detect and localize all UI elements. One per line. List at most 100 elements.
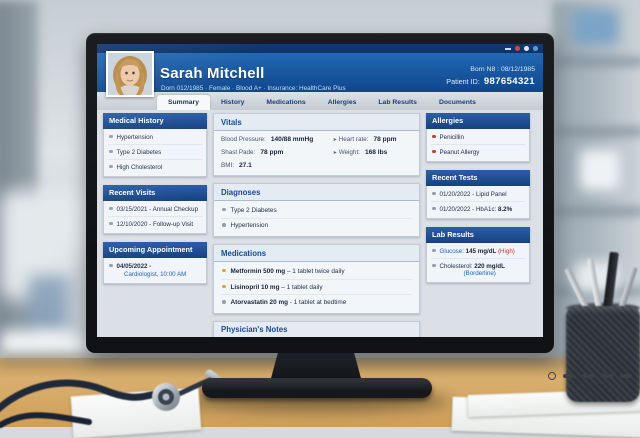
- monitor-menu-button[interactable]: [601, 374, 613, 378]
- tab-summary[interactable]: Summary: [157, 95, 210, 110]
- middle-column: Vitals Blood Pressure: 140/88 mmHg Shast …: [213, 113, 420, 337]
- vital-row: Blood Pressure: 140/88 mmHg: [221, 136, 314, 143]
- tab-history[interactable]: History: [220, 99, 245, 106]
- medical-history-title: Medical History: [103, 113, 207, 129]
- monitor-menu-button[interactable]: [620, 374, 632, 378]
- vitals-card: Vitals Blood Pressure: 140/88 mmHg Shast …: [213, 113, 420, 176]
- monitor-stand-base: [202, 378, 432, 398]
- monitor-bezel-controls: [548, 372, 632, 380]
- list-item: Type 2 Diabetes: [108, 144, 202, 159]
- diagnoses-card: Diagnoses Type 2 Diabetes Hypertension: [213, 183, 420, 238]
- bullet-icon: [432, 206, 436, 210]
- shelf-board: [556, 58, 640, 65]
- maximize-icon[interactable]: [533, 46, 538, 51]
- monitor-menu-button[interactable]: [563, 374, 575, 378]
- medication-item: Lisinopril 10 mg – 1 tablet daily: [221, 278, 412, 295]
- recent-visits-title: Recent Visits: [103, 185, 207, 201]
- test-item: 01/20/2022 - HbA1c: 8.2%: [431, 201, 525, 216]
- diagnosis-item: Type 2 Diabetes: [221, 203, 412, 218]
- shelf-board: [556, 208, 640, 215]
- vitals-title: Vitals: [214, 114, 419, 131]
- upcoming-appointment-title: Upcoming Appointment: [103, 242, 207, 258]
- bullet-icon: [222, 223, 226, 227]
- list-item: 03/15/2021 - Annual Checkup: [108, 202, 202, 216]
- bullet-icon: [109, 263, 113, 267]
- right-column: Allergies Penicillin Peanut Allergy Rece…: [426, 113, 530, 291]
- bullet-icon: [432, 248, 436, 252]
- left-column: Medical History Hypertension Type 2 Diab…: [103, 113, 207, 292]
- recent-visits-card: Recent Visits 03/15/2021 - Annual Checku…: [103, 185, 207, 234]
- restore-icon[interactable]: [524, 46, 529, 51]
- recent-tests-card: Recent Tests 01/20/2022 - Lipid Panel 01…: [426, 170, 530, 219]
- allergy-item: Penicillin: [431, 130, 525, 144]
- power-button[interactable]: [548, 372, 556, 380]
- bullet-icon: [222, 207, 226, 212]
- summary-content: Medical History Hypertension Type 2 Diab…: [97, 110, 543, 337]
- patient-header: Sarah Mitchell Dorn 012/1985 · Female · …: [97, 53, 543, 92]
- shelf-item: [580, 150, 620, 190]
- monitor-stand-neck: [270, 348, 362, 382]
- vital-row: Shast Pade: 78 ppm: [221, 149, 284, 156]
- physician-notes-title: Physician's Notes: [214, 321, 419, 337]
- diagnoses-title: Diagnoses: [214, 184, 419, 201]
- physician-notes-card: Physician's Notes Discussed diet and exe…: [213, 320, 420, 337]
- alert-bullet-icon: [432, 134, 436, 138]
- tab-medications[interactable]: Medications: [266, 99, 306, 106]
- allergies-card: Allergies Penicillin Peanut Allergy: [426, 113, 530, 162]
- bullet-icon: [109, 149, 113, 153]
- shelf-board: [556, 128, 640, 135]
- patient-details: Dorn 012/1985 · Female · Blood A+ · Insu…: [161, 85, 346, 92]
- born-line: Born N8 : 08/12/1985: [470, 66, 535, 73]
- diagnosis-item: Hypertension: [221, 217, 412, 234]
- list-item: High Cholesterol: [108, 159, 202, 174]
- mesh-pen-cup: [566, 306, 640, 402]
- medications-card: Medications Metformin 500 mg – 1 tablet …: [213, 244, 420, 314]
- medication-item: Atorvastatin 20 mg - 1 tablet at bedtime: [221, 294, 412, 310]
- upcoming-appointment-card: Upcoming Appointment 04/05/2022 - Cardio…: [103, 242, 207, 284]
- lab-result-item: Glucose: 145 mg/dL (High): [431, 244, 525, 258]
- list-item: Hypertension: [108, 130, 202, 144]
- window-controls: [505, 46, 538, 51]
- lab-results-card: Lab Results Glucose: 145 mg/dL (High) Ch…: [426, 227, 530, 283]
- medical-history-card: Medical History Hypertension Type 2 Diab…: [103, 113, 207, 177]
- alert-bullet-icon: [432, 149, 436, 153]
- allergy-item: Peanut Allergy: [431, 144, 525, 159]
- vital-row: Heart rate:78 ppm: [334, 133, 412, 146]
- bullet-icon: [109, 206, 113, 210]
- tab-allergies[interactable]: Allergies: [327, 99, 357, 106]
- appointment-detail: Cardiologist, 10:00 AM: [124, 270, 187, 278]
- monitor-menu-button[interactable]: [582, 374, 594, 378]
- bullet-icon: [222, 300, 226, 304]
- bullet-icon: [222, 268, 226, 273]
- patient-avatar-image: [108, 53, 152, 109]
- tab-lab-results[interactable]: Lab Results: [378, 99, 417, 106]
- recent-tests-title: Recent Tests: [426, 170, 530, 186]
- window-titlebar: [97, 44, 543, 53]
- appointment-item: 04/05/2022 - Cardiologist, 10:00 AM: [108, 259, 202, 281]
- patient-ids: Born N8 : 08/12/1985 Patient ID: 9876543…: [446, 65, 535, 89]
- bullet-icon: [109, 221, 113, 225]
- tab-documents[interactable]: Documents: [438, 99, 476, 106]
- bullet-icon: [222, 284, 226, 289]
- bullet-icon: [432, 191, 436, 195]
- shelf-item: [572, 10, 618, 44]
- vital-row: BMI: 27.1: [221, 162, 252, 169]
- bullet-icon: [109, 134, 113, 138]
- lab-result-item: Cholesterol: 220 mg/dL (Borderline): [431, 258, 525, 280]
- bullet-icon: [109, 164, 113, 168]
- allergies-title: Allergies: [426, 113, 530, 129]
- patient-id-line: Patient ID: 987654321: [446, 76, 535, 88]
- medications-title: Medications: [214, 245, 419, 263]
- screen: Sarah Mitchell Dorn 012/1985 · Female · …: [97, 44, 543, 337]
- close-icon[interactable]: [515, 46, 520, 51]
- patient-name: Sarah Mitchell: [160, 65, 265, 82]
- bullet-icon: [432, 263, 436, 267]
- list-item: 12/10/2020 - Follow-up Visit: [108, 216, 202, 231]
- lab-results-title: Lab Results: [426, 227, 530, 243]
- minimize-icon[interactable]: [505, 47, 511, 50]
- medication-item: Metformin 500 mg – 1 tablet twice daily: [221, 264, 412, 279]
- tab-bar: Summary History Medications Allergies La…: [97, 92, 543, 111]
- test-item: 01/20/2022 - Lipid Panel: [431, 187, 525, 201]
- patient-photo: [106, 51, 154, 109]
- vital-row: Weight:168 lbs: [334, 146, 412, 159]
